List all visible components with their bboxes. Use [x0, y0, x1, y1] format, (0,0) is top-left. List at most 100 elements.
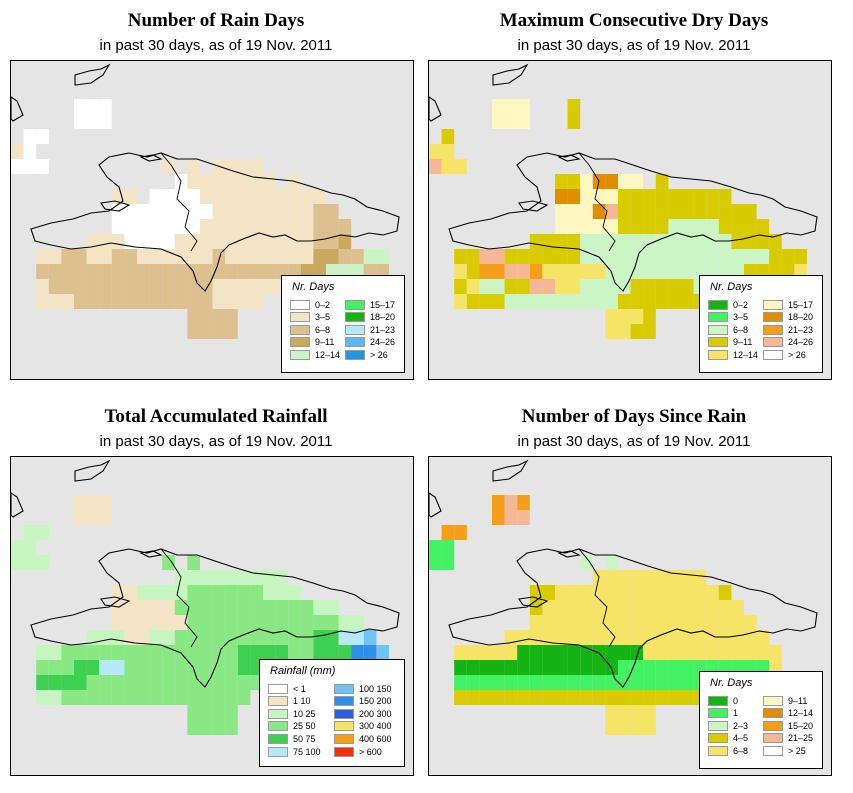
grid-cell [466, 249, 480, 264]
grid-cell [718, 600, 732, 615]
grid-cell [174, 615, 188, 630]
legend-item: 21–23 [345, 323, 395, 335]
grid-cell [706, 189, 719, 204]
grid-cell [555, 264, 568, 279]
grid-cell [504, 99, 518, 114]
grid-cell [162, 204, 175, 219]
grid-cell [263, 585, 276, 600]
grid-cell [454, 690, 467, 705]
grid-cell [668, 204, 681, 219]
grid-cell [99, 690, 112, 705]
grid-cell [794, 249, 807, 264]
grid-cell [479, 294, 492, 309]
grid-cell [643, 585, 656, 600]
grid-cell [592, 204, 606, 219]
grid-cell [162, 585, 175, 600]
grid-cell [124, 264, 137, 279]
grid-cell [212, 189, 226, 204]
legend-item: 75 100 [268, 745, 321, 757]
grid-cell [555, 279, 568, 294]
grid-cell [187, 645, 200, 660]
grid-cell [517, 630, 530, 645]
legend-label: 50 75 [293, 734, 316, 745]
grid-cell [567, 114, 581, 129]
grid-cell [263, 219, 276, 234]
legend-label: 21–23 [788, 324, 814, 335]
grid-cell [605, 174, 618, 189]
legend-item: > 25 [763, 744, 806, 757]
legend-item: 15–20 [763, 719, 813, 731]
grid-cell [643, 705, 656, 720]
legend-title: Rainfall (mm) [270, 665, 336, 677]
grid-cell [149, 645, 163, 660]
grid-cell [288, 600, 301, 615]
grid-cell [187, 675, 200, 690]
coastline [30, 152, 400, 292]
legend-label: 12–14 [733, 350, 759, 361]
legend-item: 12–14 [708, 348, 759, 361]
legend-item: 0–2 [290, 298, 330, 310]
grid-cell [263, 189, 276, 204]
grid-cell [326, 219, 339, 234]
grid-cell [326, 249, 339, 264]
legend-swatch [708, 350, 728, 361]
grid-cell [517, 645, 530, 660]
grid-cell [174, 630, 188, 645]
grid-cell [225, 690, 238, 705]
grid-cell [149, 264, 163, 279]
grid-cell [237, 660, 251, 675]
panel-title: Number of Days Since Rain [521, 406, 747, 427]
grid-cell [441, 540, 455, 555]
grid-cell [630, 189, 644, 204]
grid-cell [567, 249, 581, 264]
grid-cell [111, 219, 125, 234]
grid-cell [162, 630, 175, 645]
legend-label: 24–26 [788, 337, 814, 348]
grid-cell [681, 675, 694, 690]
legend-item: 400 600 [334, 732, 392, 745]
legend-swatch [345, 350, 365, 361]
grid-cell [605, 690, 618, 705]
grid-cell [580, 675, 593, 690]
grid-cell [162, 645, 175, 660]
grid-cell [149, 219, 163, 234]
grid-cell [162, 279, 175, 294]
grid-cell [441, 525, 455, 540]
grid-cell [529, 630, 543, 645]
grid-cell [744, 219, 757, 234]
grid-cell [618, 615, 631, 630]
grid-cell [74, 114, 87, 129]
grid-cell [655, 204, 669, 219]
grid-cell [643, 600, 656, 615]
grid-cell [263, 249, 276, 264]
grid-cell [99, 645, 112, 660]
coastline [100, 596, 131, 608]
grid-cell [111, 630, 125, 645]
grid-cell [174, 189, 188, 204]
grid-cell [555, 249, 568, 264]
grid-cell [567, 99, 581, 114]
grid-cell [275, 189, 289, 204]
panel-subtitle: in past 30 days, as of 19 Nov. 2011 [99, 433, 333, 450]
grid-cell [86, 249, 100, 264]
grid-cell [681, 660, 694, 675]
legend-item: 9–11 [290, 336, 334, 348]
rain-days-map: Nr. Days 0–2 3–5 6–8 9–11 12–14 15–17 18–20 21–… [10, 60, 414, 380]
grid-cell [137, 294, 150, 309]
grid-cell [668, 630, 681, 645]
grid-cell [225, 204, 238, 219]
grid-cell [580, 189, 593, 204]
coastline [74, 459, 111, 482]
legend-item: 12–14 [763, 707, 813, 719]
grid-cell [212, 705, 226, 720]
grid-cell [99, 294, 112, 309]
grid-cell [630, 570, 644, 585]
grid-cell [630, 720, 644, 735]
grid-cell [237, 630, 251, 645]
legend-label: 9–11 [733, 337, 753, 348]
legend-item: 2–3 [708, 719, 748, 731]
grid-cell [36, 294, 49, 309]
grid-cell [655, 570, 669, 585]
grid-cell [555, 675, 568, 690]
legend-swatch [290, 350, 310, 361]
